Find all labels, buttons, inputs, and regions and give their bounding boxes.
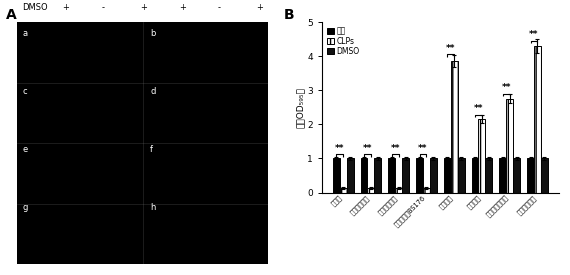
- Text: e: e: [22, 145, 27, 155]
- Bar: [541, 158, 548, 192]
- Legend: 对照, CLPs, DMSO: 对照, CLPs, DMSO: [326, 26, 360, 57]
- Bar: [478, 119, 486, 192]
- Bar: [416, 158, 423, 192]
- Text: **: **: [502, 83, 511, 92]
- Bar: [486, 158, 492, 192]
- Text: -: -: [218, 3, 221, 12]
- Bar: [368, 188, 374, 192]
- Text: +: +: [140, 3, 147, 12]
- Bar: [534, 46, 541, 192]
- Bar: [423, 188, 430, 192]
- Text: **: **: [446, 44, 455, 53]
- Bar: [333, 158, 340, 192]
- Text: d: d: [150, 87, 156, 96]
- Bar: [458, 158, 465, 192]
- Text: **: **: [335, 144, 344, 153]
- Text: +: +: [179, 3, 186, 12]
- Text: B: B: [284, 8, 295, 22]
- Bar: [361, 158, 368, 192]
- Bar: [402, 158, 409, 192]
- Text: **: **: [363, 144, 372, 153]
- Text: A: A: [6, 8, 17, 22]
- Bar: [347, 158, 353, 192]
- Text: +: +: [62, 3, 69, 12]
- Text: h: h: [150, 204, 156, 213]
- Bar: [451, 61, 458, 192]
- Bar: [513, 158, 520, 192]
- Text: a: a: [22, 29, 27, 38]
- Bar: [444, 158, 451, 192]
- Text: +: +: [256, 3, 263, 12]
- Bar: [499, 158, 506, 192]
- Text: b: b: [150, 29, 156, 38]
- Text: f: f: [150, 145, 153, 155]
- Text: DMSO: DMSO: [22, 3, 48, 12]
- Bar: [388, 158, 395, 192]
- Bar: [527, 158, 534, 192]
- Text: -: -: [101, 3, 104, 12]
- Bar: [340, 188, 347, 192]
- Bar: [430, 158, 437, 192]
- Bar: [374, 158, 381, 192]
- Text: **: **: [390, 144, 400, 153]
- Text: **: **: [474, 104, 483, 113]
- Bar: [506, 99, 513, 192]
- Text: c: c: [22, 87, 27, 96]
- Bar: [471, 158, 478, 192]
- Text: **: **: [529, 31, 539, 39]
- Text: g: g: [22, 204, 27, 213]
- Y-axis label: 相对OD₅₉₅値: 相对OD₅₉₅値: [295, 87, 304, 128]
- Bar: [395, 188, 402, 192]
- Text: **: **: [418, 144, 428, 153]
